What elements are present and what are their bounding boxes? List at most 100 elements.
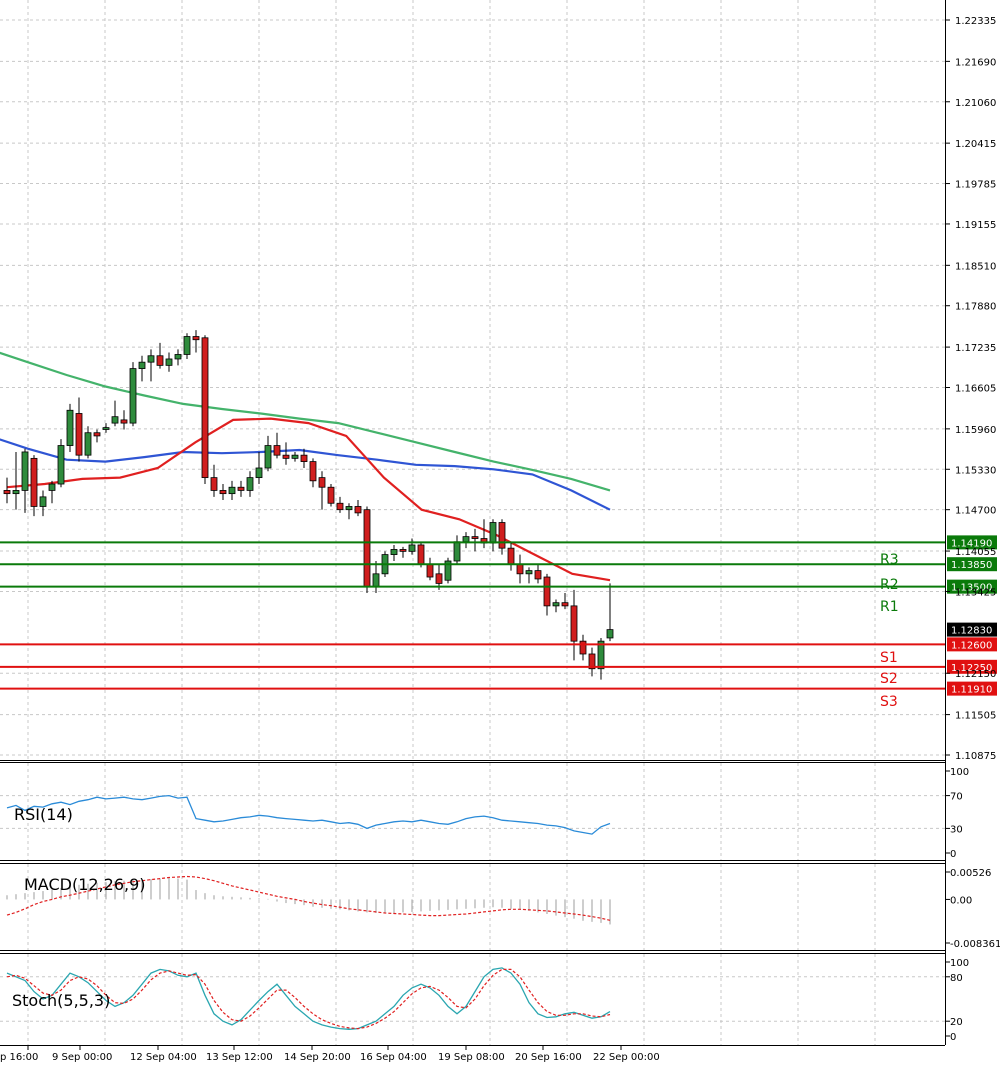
candle-body [138, 361, 146, 369]
candle-body [588, 653, 596, 670]
price-tick-label: 1.15960 [955, 425, 996, 436]
candle-body [111, 416, 119, 424]
candle-body [534, 570, 542, 580]
macd-title: MACD(12,26,9) [24, 875, 146, 894]
candle-body [336, 502, 344, 511]
level-price-box [947, 535, 997, 550]
candle-body [102, 427, 110, 430]
candle-body [129, 368, 137, 424]
candle-body [561, 602, 569, 607]
macd-panel: 0.00526 0.00 -0.008361 [6, 868, 1000, 950]
price-tick-label: 1.14055 [955, 547, 996, 558]
candle-body [192, 336, 200, 341]
level-price-label: 1.12600 [951, 640, 992, 651]
candle-body [255, 467, 263, 479]
candle-body [498, 522, 506, 549]
candle-body [282, 454, 290, 459]
rsi-tick-label: 70 [950, 792, 963, 803]
price-tick-label: 1.17880 [955, 302, 996, 313]
pivot-levels: R3 1.14190 R2 1.13850 R1 1.13500 S1 1.12600 S2 1.… [0, 535, 997, 710]
candle-body [408, 544, 416, 552]
price-tick-label: 1.12150 [955, 669, 996, 680]
price-tick-label: 1.17235 [955, 343, 996, 354]
time-tick-label: 9 Sep 00:00 [52, 1052, 112, 1063]
candle-body [327, 486, 335, 504]
time-tick-label: 19 Sep 08:00 [438, 1052, 505, 1063]
price-tick-label: 1.15330 [955, 465, 996, 476]
candle-body [453, 541, 461, 562]
candle-body [210, 477, 218, 491]
candle-body [84, 432, 92, 456]
level-price-box [947, 681, 997, 696]
candle-body [48, 483, 56, 491]
level-price-box [947, 557, 997, 572]
candle-body [318, 477, 326, 488]
rsi-title: RSI(14) [14, 805, 73, 824]
stoch-panel: 100 80 20 0 [0, 958, 969, 1043]
candle-body [597, 640, 605, 670]
grid-lines [0, 0, 945, 1045]
macd-tick-label: 0.00 [950, 895, 972, 906]
time-axis: p 16:00 9 Sep 00:00 12 Sep 04:00 13 Sep 12:… [0, 1045, 660, 1063]
candle-body [246, 477, 254, 491]
rsi-tick-label: 100 [950, 767, 969, 778]
time-tick-label: p 16:00 [0, 1052, 38, 1063]
candle-body [93, 432, 101, 437]
candle-body [345, 506, 353, 511]
price-tick-label: 1.16605 [955, 384, 996, 395]
candle-body [174, 354, 182, 360]
time-tick-label: 16 Sep 04:00 [360, 1052, 427, 1063]
candle-body [354, 506, 362, 514]
stoch-tick-label: 20 [950, 1017, 963, 1028]
level-name-s3: S3 [880, 694, 898, 710]
candle-body [435, 573, 443, 584]
price-tick-label: 1.10875 [955, 751, 996, 762]
level-price-box [947, 579, 997, 594]
rsi-tick-label: 0 [950, 849, 956, 860]
candle-body [228, 486, 236, 495]
candle-body [471, 536, 479, 539]
price-tick-label: 1.18510 [955, 261, 996, 272]
candle-body [363, 509, 371, 588]
candle-body [156, 355, 164, 366]
candle-body [273, 445, 281, 456]
price-tick-label: 1.13425 [955, 587, 996, 598]
candle-body [309, 461, 317, 482]
level-name-s2: S2 [880, 671, 898, 687]
stoch-signal-line [6, 968, 611, 1030]
macd-tick-label: 0.00526 [950, 868, 991, 879]
level-name-r2: R2 [880, 577, 899, 593]
candle-body [516, 563, 524, 575]
candle-body [165, 358, 173, 366]
candle-body [291, 454, 299, 459]
level-price-label: 1.13850 [951, 560, 992, 571]
candle-body [237, 486, 245, 491]
stoch-tick-label: 0 [950, 1032, 956, 1043]
stoch-title: Stoch(5,5,3) [12, 991, 110, 1010]
candle-body [525, 570, 533, 575]
current-price-label: 1.12830 [951, 626, 992, 637]
candle-body [417, 544, 425, 565]
macd-signal-line [6, 875, 611, 921]
candle-body [219, 490, 227, 495]
moving-average-line [0, 438, 611, 511]
price-tick-label: 1.21690 [955, 57, 996, 68]
candle-body [120, 419, 128, 424]
stoch-tick-label: 80 [950, 973, 963, 984]
candle-body [75, 413, 83, 456]
level-price-label: 1.13500 [951, 583, 992, 594]
candle-body [264, 445, 272, 469]
price-axis: 1.22335 1.21690 1.21060 1.20415 1.19785 1.191… [945, 16, 996, 762]
candle-body [579, 640, 587, 655]
time-tick-label: 20 Sep 16:00 [515, 1052, 582, 1063]
candle-body [57, 445, 65, 485]
candle-body [147, 355, 155, 363]
time-tick-label: 14 Sep 20:00 [284, 1052, 351, 1063]
candle-body [489, 522, 497, 544]
candle-body [606, 629, 614, 639]
macd-tick-label: -0.008361 [950, 939, 1000, 950]
time-tick-label: 12 Sep 04:00 [130, 1052, 197, 1063]
candle-body [426, 563, 434, 578]
candle-body [21, 451, 29, 491]
